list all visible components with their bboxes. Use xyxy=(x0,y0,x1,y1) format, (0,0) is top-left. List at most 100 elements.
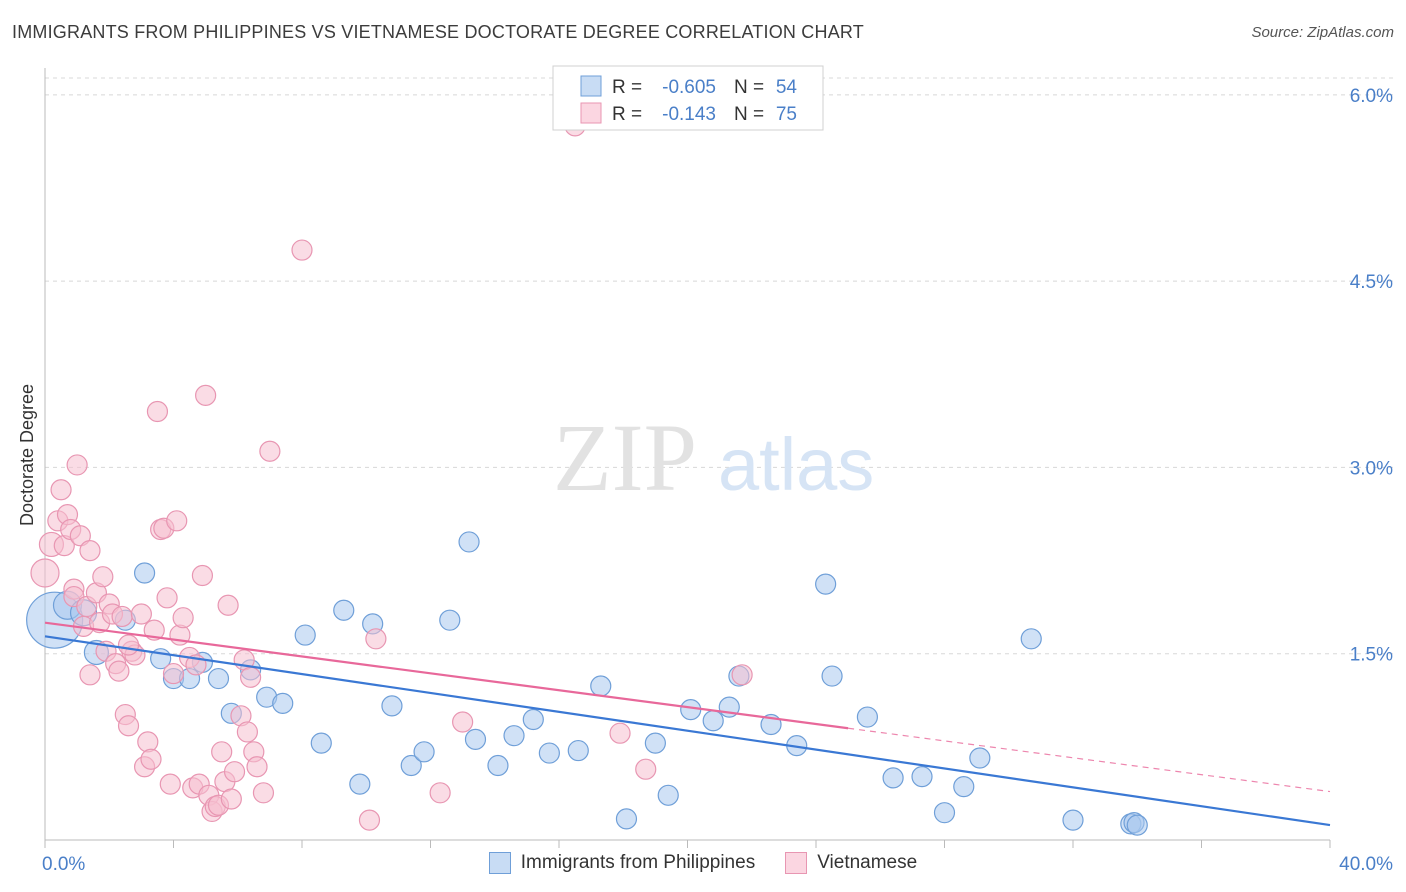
data-point xyxy=(259,440,281,462)
data-point xyxy=(79,540,101,562)
legend-swatch xyxy=(580,75,602,97)
trend-line-extension-pink xyxy=(848,727,1331,793)
data-point xyxy=(464,728,487,751)
data-point xyxy=(590,675,612,697)
legend-label-vietnamese: Vietnamese xyxy=(817,852,918,873)
data-point xyxy=(133,562,156,584)
data-point xyxy=(349,773,371,795)
data-point xyxy=(195,384,217,406)
data-point xyxy=(272,692,294,714)
legend-swatch-blue xyxy=(488,852,511,874)
data-point xyxy=(220,788,242,810)
data-point xyxy=(69,525,91,547)
data-point xyxy=(635,758,657,780)
data-point xyxy=(207,667,230,690)
data-point xyxy=(143,619,165,641)
y-tick-label: 3.0% xyxy=(1350,458,1393,479)
data-point xyxy=(92,566,114,588)
data-point xyxy=(458,531,480,553)
data-point xyxy=(381,695,403,717)
data-point xyxy=(333,599,355,621)
data-point xyxy=(882,767,904,789)
data-point xyxy=(358,809,381,831)
data-point xyxy=(130,603,152,625)
data-point xyxy=(439,609,461,631)
legend-n-value: 54 xyxy=(776,77,798,98)
watermark-atlas: atlas xyxy=(718,423,874,506)
legend-r-label: R = xyxy=(612,77,642,98)
legend-item-philippines[interactable]: Immigrants from Philippines xyxy=(488,852,756,874)
data-point xyxy=(117,634,140,656)
data-point xyxy=(217,594,239,616)
trend-line-pink xyxy=(44,621,849,730)
x-tick-label-max: 40.0% xyxy=(1339,854,1393,875)
data-point xyxy=(30,558,60,588)
data-point xyxy=(1020,628,1042,650)
bottom-legend: Immigrants from Philippines Vietnamese xyxy=(0,852,1406,874)
correlation-legend: R = -0.605 N = 54 R = -0.143 N = 75 xyxy=(552,65,824,131)
legend-swatch-pink xyxy=(785,852,808,874)
data-point xyxy=(146,400,169,423)
data-point xyxy=(50,479,72,501)
legend-r-value: -0.143 xyxy=(662,104,716,125)
data-point xyxy=(911,766,933,788)
data-point xyxy=(657,784,679,806)
data-point xyxy=(166,510,188,532)
y-tick-label: 1.5% xyxy=(1350,645,1393,666)
data-point xyxy=(172,607,194,629)
data-point xyxy=(413,741,435,763)
data-point xyxy=(452,711,474,733)
data-point xyxy=(969,747,991,769)
legend-item-vietnamese[interactable]: Vietnamese xyxy=(785,852,917,874)
legend-swatch xyxy=(580,102,602,124)
series-vietnamese xyxy=(30,115,753,831)
data-point xyxy=(609,722,631,744)
legend-n-label: N = xyxy=(734,77,764,98)
legend-n-value: 75 xyxy=(776,104,797,125)
legend-r-value: -0.605 xyxy=(662,77,716,98)
trend-line-blue xyxy=(44,635,1331,827)
legend-r-label: R = xyxy=(612,104,642,125)
source-label: Source: ZipAtlas.com xyxy=(1251,24,1394,41)
data-point xyxy=(156,587,178,609)
data-point xyxy=(644,732,666,754)
data-point xyxy=(1062,809,1084,831)
data-point xyxy=(953,775,975,798)
data-point xyxy=(365,628,387,650)
chart-title: IMMIGRANTS FROM PHILIPPINES VS VIETNAMES… xyxy=(12,22,864,42)
data-point xyxy=(429,782,451,804)
data-point xyxy=(79,664,101,686)
data-point xyxy=(815,573,837,595)
y-tick-label: 4.5% xyxy=(1350,272,1393,293)
x-tick-label-min: 0.0% xyxy=(42,854,85,875)
legend-label-philippines: Immigrants from Philippines xyxy=(520,852,756,873)
data-point xyxy=(223,761,246,783)
data-point xyxy=(856,706,879,728)
data-point xyxy=(567,739,589,762)
legend-n-label: N = xyxy=(734,104,764,125)
data-point xyxy=(159,773,181,795)
data-point xyxy=(117,715,140,737)
data-point xyxy=(108,660,130,682)
data-point xyxy=(821,665,843,687)
data-point xyxy=(538,742,560,764)
data-point xyxy=(680,698,702,721)
data-point xyxy=(66,454,88,476)
data-point xyxy=(137,731,159,753)
y-axis-label: Doctorate Degree xyxy=(17,384,37,526)
data-point xyxy=(252,782,275,804)
watermark-zip: ZIP xyxy=(553,404,697,511)
data-point xyxy=(933,802,956,824)
data-point xyxy=(240,666,262,688)
data-point xyxy=(294,624,316,646)
y-tick-label: 6.0% xyxy=(1350,86,1393,107)
data-point xyxy=(615,808,638,830)
data-point xyxy=(487,754,509,777)
data-point xyxy=(291,239,313,261)
data-point xyxy=(731,664,753,686)
data-point xyxy=(111,605,133,628)
data-point xyxy=(310,732,332,754)
data-point xyxy=(140,748,162,770)
data-point xyxy=(246,756,268,778)
